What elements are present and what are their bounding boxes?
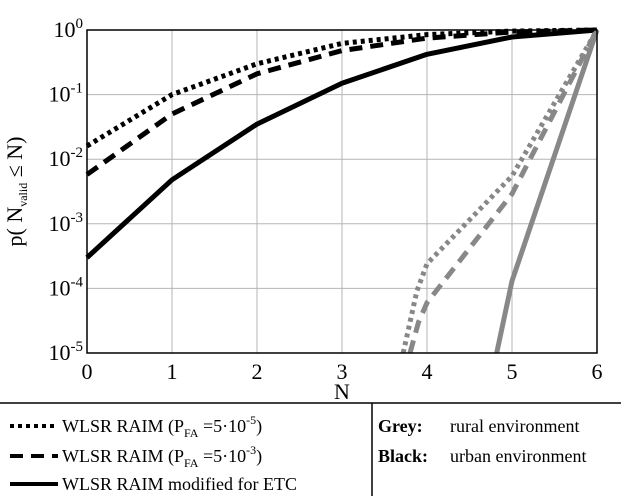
legend-desc-grey: rural environment (450, 416, 579, 436)
legend-key-grey: Grey: (378, 416, 423, 436)
y-axis-label-sub: valid (16, 183, 30, 207)
y-axis-label-rest: ≤ N) (2, 136, 27, 182)
legend-label-solid: WLSR RAIM modified for ETC (62, 474, 297, 494)
y-tick-label: 10-4 (49, 274, 84, 300)
x-tick-label: 1 (167, 359, 178, 384)
series-line-grey-dotted (400, 28, 600, 354)
series-line-black-dotted (85, 27, 598, 149)
legend-entry-grey: Grey: rural environment (378, 416, 579, 436)
grid (86, 29, 598, 354)
x-axis-label: N (334, 379, 350, 404)
tick-labels: 0 1 2 3 4 5 6 100 10-1 10-2 10-3 10-4 10-5 (49, 16, 603, 384)
x-tick-label: 5 (507, 359, 518, 384)
legend-label-dashed: WLSR RAIM (PFA =5·10-3) (62, 443, 262, 470)
y-tick-label: 10-1 (49, 81, 84, 107)
legend-key-black: Black: (378, 446, 428, 466)
y-axis-label-main: p( N (2, 207, 27, 247)
series-lines (85, 27, 600, 354)
legend-entry-dotted: WLSR RAIM (PFA =5·10-5) (10, 413, 262, 440)
x-tick-label: 3 (337, 359, 348, 384)
series-line-black-solid (85, 27, 598, 260)
x-tick-label: 6 (592, 359, 603, 384)
legend-entry-solid: WLSR RAIM modified for ETC (10, 474, 297, 494)
legend-entry-dashed: WLSR RAIM (PFA =5·10-3) (10, 443, 262, 470)
y-tick-label: 10-5 (49, 339, 84, 365)
y-tick-label: 10-3 (49, 210, 84, 236)
legend: WLSR RAIM (PFA =5·10-5) WLSR RAIM (PFA =… (0, 402, 621, 496)
x-tick-label: 2 (252, 359, 263, 384)
series-line-grey-dashed (407, 28, 600, 354)
x-tick-label: 4 (422, 359, 433, 384)
y-tick-label: 10-2 (49, 145, 84, 171)
legend-entry-black: Black: urban environment (378, 446, 586, 466)
x-tick-label: 0 (82, 359, 93, 384)
legend-desc-black: urban environment (450, 446, 586, 466)
y-axis-label: p( Nvalid ≤ N) (2, 136, 30, 246)
series-line-grey-solid (494, 29, 600, 354)
plot-frame (86, 29, 598, 354)
y-tick-label: 100 (54, 16, 84, 42)
legend-label-dotted: WLSR RAIM (PFA =5·10-5) (62, 413, 262, 440)
